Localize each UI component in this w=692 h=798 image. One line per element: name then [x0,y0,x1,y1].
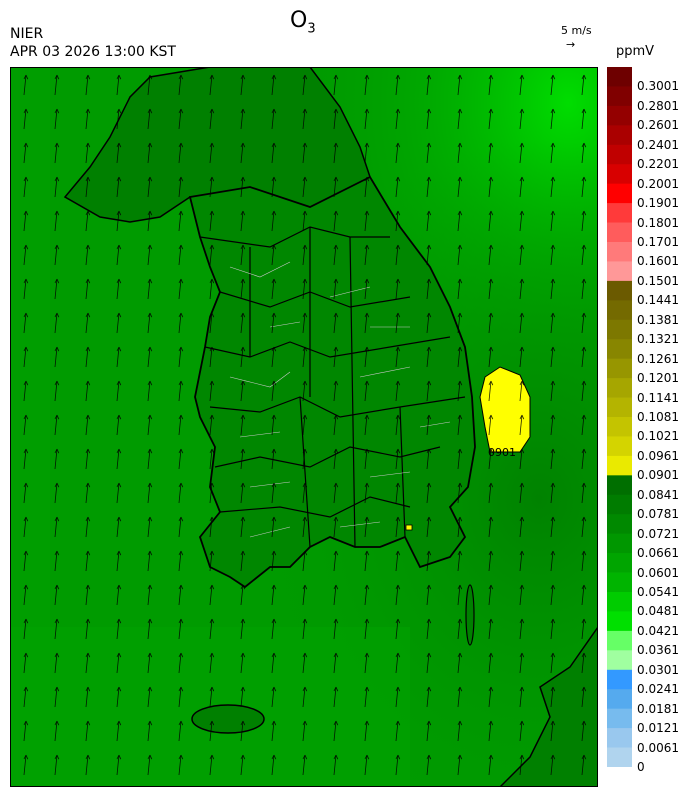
legend-label: 0.0301 [637,662,679,677]
legend-swatch [607,86,632,107]
legend-label: 0.1501 [637,273,679,288]
legend-swatch [607,689,632,710]
legend-swatch [607,300,632,321]
legend-label: 0.0121 [637,721,679,736]
legend-swatch [607,747,632,767]
legend-swatch [607,630,632,651]
legend-label: 0 [637,760,645,774]
legend-label: 0.1801 [637,215,679,230]
legend-label: 0.0781 [637,507,679,522]
legend-swatch [607,475,632,496]
legend-label: 0.2801 [637,98,679,113]
legend-swatch [607,125,632,146]
legend-swatch [607,378,632,398]
legend-label: 0.1901 [637,196,679,211]
legend-swatch [607,144,632,165]
species-symbol: O [290,8,308,33]
legend-swatch [607,242,632,262]
forecast-timestamp: APR 03 2026 13:00 KST [10,44,176,60]
legend-label: 0.0961 [637,448,679,463]
organization-label: NIER [10,26,44,42]
legend-colorbar [607,67,632,767]
legend-label: 0.1321 [637,332,679,347]
legend-swatch [607,592,632,612]
legend-swatch [607,319,632,340]
legend-label: 0.0481 [637,604,679,619]
legend-swatch [607,553,632,573]
legend-swatch [607,280,632,301]
legend-label: 0.1261 [637,351,679,366]
legend-swatch [607,105,632,126]
legend-swatch [607,436,632,457]
legend-label: 0.0601 [637,565,679,580]
legend-swatch [607,164,632,185]
legend-label: 0.1141 [637,390,679,405]
wind-scale-arrow-icon: → [566,38,576,51]
legend-swatch [607,417,632,437]
legend-label: 0.3001 [637,79,679,94]
legend-swatch [607,494,632,515]
legend-label: 0.0661 [637,546,679,561]
legend-label: 0.2201 [637,157,679,172]
legend-swatch [607,397,632,418]
legend-swatch [607,533,632,554]
legend-label: 0.1701 [637,235,679,249]
legend-label: 0.2601 [637,118,679,133]
legend-unit: ppmV [616,44,655,59]
legend-swatch [607,611,632,632]
legend-label: 0.0181 [637,701,679,716]
legend-swatch [607,514,632,535]
legend-label: 0.0901 [637,468,679,483]
legend-label: 0.1021 [637,429,679,444]
legend-label: 0.1441 [637,293,679,308]
legend-label: 0.1381 [637,312,679,327]
legend-label: 0.0241 [637,682,679,697]
legend-label: 0.0721 [637,526,679,541]
legend-swatch [607,650,632,671]
legend-swatch [607,261,632,282]
legend-swatch [607,183,632,204]
legend-label: 0.2401 [637,137,679,152]
legend-swatch [607,455,632,476]
legend-label: 0.1081 [637,410,679,424]
wind-vector-field [10,67,598,787]
legend-swatch [607,572,632,593]
legend-swatch [607,728,632,748]
legend-label: 0.1601 [637,254,679,269]
legend-label: 0.0841 [637,487,679,502]
legend-labels: 0.3001 0.2801 0.2601 0.2401 0.2201 0.2001 0.19… [637,67,692,787]
species-title: O3 [290,8,316,36]
legend-swatch [607,67,632,87]
map-frame [10,67,598,787]
ozone-map: 0901 [10,67,598,787]
legend-label: 0.2001 [637,176,679,191]
legend-swatch [607,669,632,690]
legend-label: 0.0541 [637,585,679,599]
legend-swatch [607,339,632,360]
legend-swatch [607,708,632,729]
wind-scale-label: 5 m/s [561,24,592,37]
legend-label: 0.0061 [637,740,679,755]
legend-swatch [607,203,632,223]
species-subscript: 3 [307,21,316,37]
legend-label: 0.1201 [637,371,679,386]
legend-label: 0.0361 [637,643,679,658]
legend-swatch [607,222,632,243]
legend-label: 0.0421 [637,623,679,638]
legend-swatch [607,358,632,379]
